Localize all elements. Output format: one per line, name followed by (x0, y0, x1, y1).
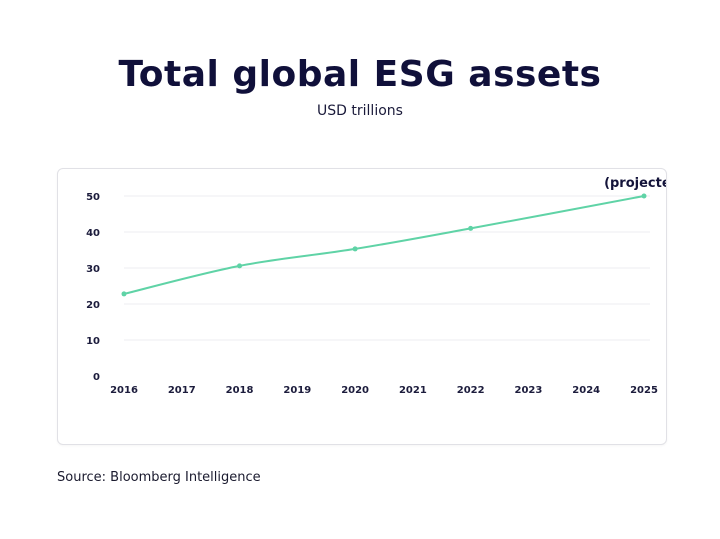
y-tick-label: 10 (86, 336, 100, 347)
y-tick-label: 0 (93, 372, 100, 383)
x-tick-label: 2019 (283, 385, 311, 396)
x-tick-label: 2023 (515, 385, 543, 396)
y-tick-label: 50 (86, 192, 100, 203)
x-tick-label: 2016 (110, 385, 138, 396)
data-point-2018 (237, 263, 243, 269)
y-tick-label: 20 (86, 300, 100, 311)
line-chart: 0 10 20 30 40 50 2016 2017 2018 2019 2020 2021 2022 2… (86, 176, 666, 396)
x-tick-label: 2018 (226, 385, 254, 396)
source-note: Source: Bloomberg Intelligence (57, 470, 261, 485)
chart-card: 0 10 20 30 40 50 2016 2017 2018 2019 2020 2021 2022 2… (57, 168, 667, 445)
x-tick-label: 2021 (399, 385, 427, 396)
x-tick-label: 2020 (341, 385, 369, 396)
x-tick-label: 2022 (457, 385, 485, 396)
data-point-2022 (468, 225, 474, 231)
data-point-2016 (121, 291, 127, 297)
data-point-2025 (641, 193, 647, 199)
x-tick-label: 2025 (630, 385, 658, 396)
y-tick-label: 30 (86, 264, 100, 275)
projected-annotation: (projected) (604, 176, 666, 191)
x-tick-label: 2024 (572, 385, 600, 396)
x-tick-label: 2017 (168, 385, 196, 396)
chart-title: Total global ESG assets (118, 54, 602, 95)
series-line (123, 195, 645, 295)
chart-subtitle: USD trillions (317, 103, 403, 119)
data-point-2020 (352, 246, 358, 252)
y-tick-label: 40 (86, 228, 100, 239)
